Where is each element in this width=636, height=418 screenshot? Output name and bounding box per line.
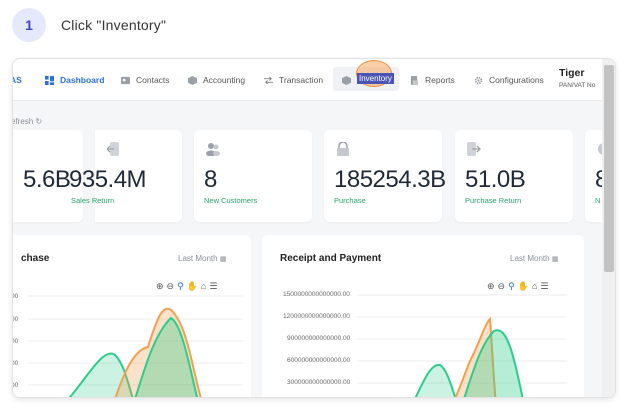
purchase-chart-panel: chase Last Month ▦ ⊕ ⊖ ⚲ ✋ ⌂ ☰ 00 00 00 … bbox=[13, 235, 251, 397]
accounting-icon bbox=[188, 75, 197, 85]
reports-icon bbox=[410, 75, 419, 85]
series-area-green-2 bbox=[463, 329, 524, 397]
stat-value: 8 bbox=[204, 166, 217, 193]
user-name[interactable]: Tiger bbox=[559, 67, 585, 79]
stat-card[interactable]: 5.6B bbox=[13, 130, 83, 222]
nav-label: Transaction bbox=[279, 75, 324, 85]
chart-toolbar: ⊕ ⊖ ⚲ ✋ ⌂ ☰ bbox=[156, 281, 217, 291]
search-icon[interactable]: ⚲ bbox=[508, 281, 515, 291]
stat-value: 5.6B bbox=[23, 166, 71, 193]
y-tick: 00 bbox=[13, 316, 19, 323]
top-navigation: AS Dashboard Contacts Accounting bbox=[13, 59, 615, 101]
inventory-icon bbox=[342, 75, 351, 85]
sales-return-icon bbox=[107, 142, 119, 156]
stat-label: New Customers bbox=[204, 196, 258, 205]
y-tick: 900000000000000.00 bbox=[287, 335, 351, 342]
zoom-out-icon[interactable]: ⊖ bbox=[166, 281, 175, 291]
nav-item-inventory[interactable] bbox=[342, 71, 357, 89]
refresh-label: efresh bbox=[12, 117, 34, 126]
stat-card-sales-return[interactable]: 935.4M Sales Return bbox=[69, 130, 182, 222]
calendar-icon: ▦ bbox=[551, 256, 559, 263]
nav-item-contacts[interactable]: Contacts bbox=[121, 71, 170, 89]
dashboard-icon bbox=[45, 75, 54, 85]
step-number: 1 bbox=[12, 8, 46, 42]
transaction-icon bbox=[264, 76, 273, 84]
home-icon[interactable]: ⌂ bbox=[200, 281, 207, 291]
stat-value: 185254.3B bbox=[334, 166, 446, 193]
nav-item-configurations[interactable]: Configurations bbox=[474, 71, 544, 89]
stat-card-new-customers[interactable]: 8 New Customers bbox=[194, 130, 312, 222]
nav-label: Contacts bbox=[136, 75, 170, 85]
stat-card-purchase-return[interactable]: 51.0B Purchase Return bbox=[455, 130, 573, 222]
search-icon[interactable]: ⚲ bbox=[177, 281, 184, 291]
nav-item-transaction[interactable]: Transaction bbox=[264, 71, 323, 89]
scrollbar-thumb[interactable] bbox=[604, 65, 614, 272]
contacts-icon bbox=[121, 76, 130, 84]
y-tick: 1500000000000000.00 bbox=[283, 291, 350, 298]
nav-item-dashboard[interactable]: Dashboard bbox=[45, 71, 104, 89]
nav-item-reports[interactable]: Reports bbox=[410, 71, 455, 89]
customers-icon bbox=[206, 143, 220, 156]
nav-label: Configurations bbox=[489, 75, 544, 85]
period-label: Last Month bbox=[178, 254, 218, 263]
screenshot-frame: AS Dashboard Contacts Accounting bbox=[12, 58, 616, 398]
nav-label: Dashboard bbox=[60, 75, 105, 85]
series-area-orange bbox=[454, 316, 497, 397]
pan-hand-icon[interactable]: ✋ bbox=[517, 281, 529, 291]
chart-toolbar: ⊕ ⊖ ⚲ ✋ ⌂ ☰ bbox=[487, 281, 548, 291]
menu-icon[interactable]: ☰ bbox=[540, 281, 549, 291]
purchase-chart bbox=[28, 295, 243, 397]
refresh-link[interactable]: efresh ↻ bbox=[12, 117, 43, 126]
zoom-out-icon[interactable]: ⊖ bbox=[497, 281, 506, 291]
nav-label: Reports bbox=[425, 75, 455, 85]
receipt-payment-chart-panel: Receipt and Payment Last Month ▦ ⊕ ⊖ ⚲ ✋… bbox=[262, 235, 584, 397]
home-icon[interactable]: ⌂ bbox=[531, 281, 538, 291]
stat-label: N bbox=[595, 196, 601, 205]
stat-value: 935.4M bbox=[69, 166, 147, 193]
step-instruction: Click "Inventory" bbox=[61, 17, 167, 33]
nav-item-accounting[interactable]: Accounting bbox=[188, 71, 245, 89]
refresh-icon: ↻ bbox=[35, 117, 43, 126]
y-tick: 00 bbox=[13, 382, 19, 389]
purchase-icon bbox=[337, 142, 349, 156]
receipt-payment-chart bbox=[357, 294, 567, 397]
nav-label: Accounting bbox=[203, 75, 246, 85]
user-pan-vat: PAN/VAT No bbox=[559, 82, 596, 89]
inventory-label[interactable]: Inventory bbox=[357, 73, 394, 84]
y-tick: 00 bbox=[13, 338, 19, 345]
y-tick: 00 bbox=[13, 360, 19, 367]
calendar-icon: ▦ bbox=[219, 256, 227, 263]
period-select[interactable]: Last Month ▦ bbox=[178, 254, 226, 263]
y-tick: 00 bbox=[13, 293, 19, 300]
series-area-green bbox=[68, 352, 134, 397]
stat-label: Sales Return bbox=[71, 196, 115, 205]
stat-value: 51.0B bbox=[465, 166, 526, 193]
y-tick: 300000000000000.00 bbox=[287, 379, 351, 386]
logo-text: AS bbox=[13, 75, 22, 85]
zoom-in-icon[interactable]: ⊕ bbox=[156, 281, 164, 291]
stat-label: Purchase bbox=[334, 196, 366, 205]
panel-title: chase bbox=[21, 253, 50, 264]
step-header: 1 Click "Inventory" bbox=[12, 8, 166, 42]
series-area-green-2 bbox=[134, 316, 199, 397]
gear-icon bbox=[474, 76, 483, 84]
period-select[interactable]: Last Month ▦ bbox=[510, 254, 558, 263]
y-tick: 600000000000000.00 bbox=[287, 357, 351, 364]
logo[interactable]: AS bbox=[13, 71, 22, 89]
pan-hand-icon[interactable]: ✋ bbox=[186, 281, 198, 291]
purchase-return-icon bbox=[467, 142, 481, 156]
panel-title: Receipt and Payment bbox=[280, 253, 382, 264]
stat-label: Purchase Return bbox=[465, 196, 522, 205]
period-label: Last Month bbox=[510, 254, 550, 263]
stat-card-purchase[interactable]: 185254.3B Purchase bbox=[324, 130, 446, 222]
series-area-green bbox=[414, 363, 457, 397]
zoom-in-icon[interactable]: ⊕ bbox=[487, 281, 495, 291]
y-tick: 1200000000000000.00 bbox=[283, 313, 350, 320]
menu-icon[interactable]: ☰ bbox=[209, 281, 218, 291]
